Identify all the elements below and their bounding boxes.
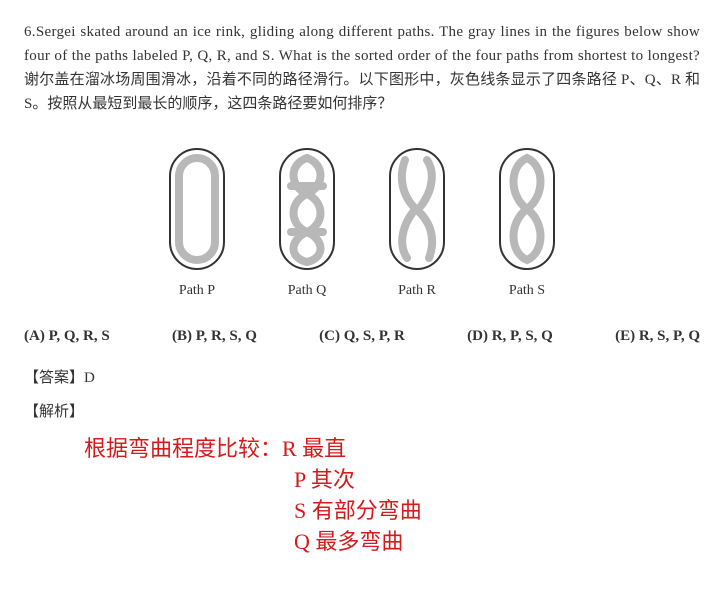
figure-q: Path Q bbox=[277, 146, 337, 302]
figure-r: Path R bbox=[387, 146, 447, 302]
label-s: Path S bbox=[509, 280, 545, 302]
option-a: (A) P, Q, R, S bbox=[24, 324, 110, 348]
answer-value: D bbox=[84, 370, 95, 386]
hw-line-3: S 有部分弯曲 bbox=[294, 496, 700, 527]
option-b: (B) P, R, S, Q bbox=[172, 324, 257, 348]
hw-line-1: 根据弯曲程度比较：R 最直 bbox=[84, 434, 700, 465]
answer-label: 【答案】 bbox=[24, 370, 84, 386]
label-p: Path P bbox=[179, 280, 215, 302]
option-c: (C) Q, S, P, R bbox=[319, 324, 405, 348]
question-chinese: 谢尔盖在溜冰场周围滑冰，沿着不同的路径滑行。以下图形中，灰色线条显示了四条路径 … bbox=[24, 72, 700, 112]
figures-row: Path P Path Q Path R bbox=[24, 146, 700, 302]
handwriting-block: 根据弯曲程度比较：R 最直 P 其次 S 有部分弯曲 Q 最多弯曲 bbox=[84, 434, 700, 557]
options-row: (A) P, Q, R, S (B) P, R, S, Q (C) Q, S, … bbox=[24, 324, 700, 348]
option-d: (D) R, P, S, Q bbox=[467, 324, 553, 348]
figure-s: Path S bbox=[497, 146, 557, 302]
answer-line: 【答案】D bbox=[24, 366, 700, 390]
label-q: Path Q bbox=[288, 280, 327, 302]
question-english: Sergei skated around an ice rink, glidin… bbox=[24, 24, 700, 64]
path-s-svg bbox=[497, 146, 557, 272]
hw-line-2: P 其次 bbox=[294, 465, 700, 496]
analysis-label: 【解析】 bbox=[24, 400, 700, 424]
figure-p: Path P bbox=[167, 146, 227, 302]
question-number: 6. bbox=[24, 24, 36, 40]
label-r: Path R bbox=[398, 280, 436, 302]
question-text: 6.Sergei skated around an ice rink, glid… bbox=[24, 20, 700, 116]
path-r-svg bbox=[387, 146, 447, 272]
path-p-svg bbox=[167, 146, 227, 272]
hw-line-4: Q 最多弯曲 bbox=[294, 527, 700, 558]
path-q-svg bbox=[277, 146, 337, 272]
option-e: (E) R, S, P, Q bbox=[615, 324, 700, 348]
